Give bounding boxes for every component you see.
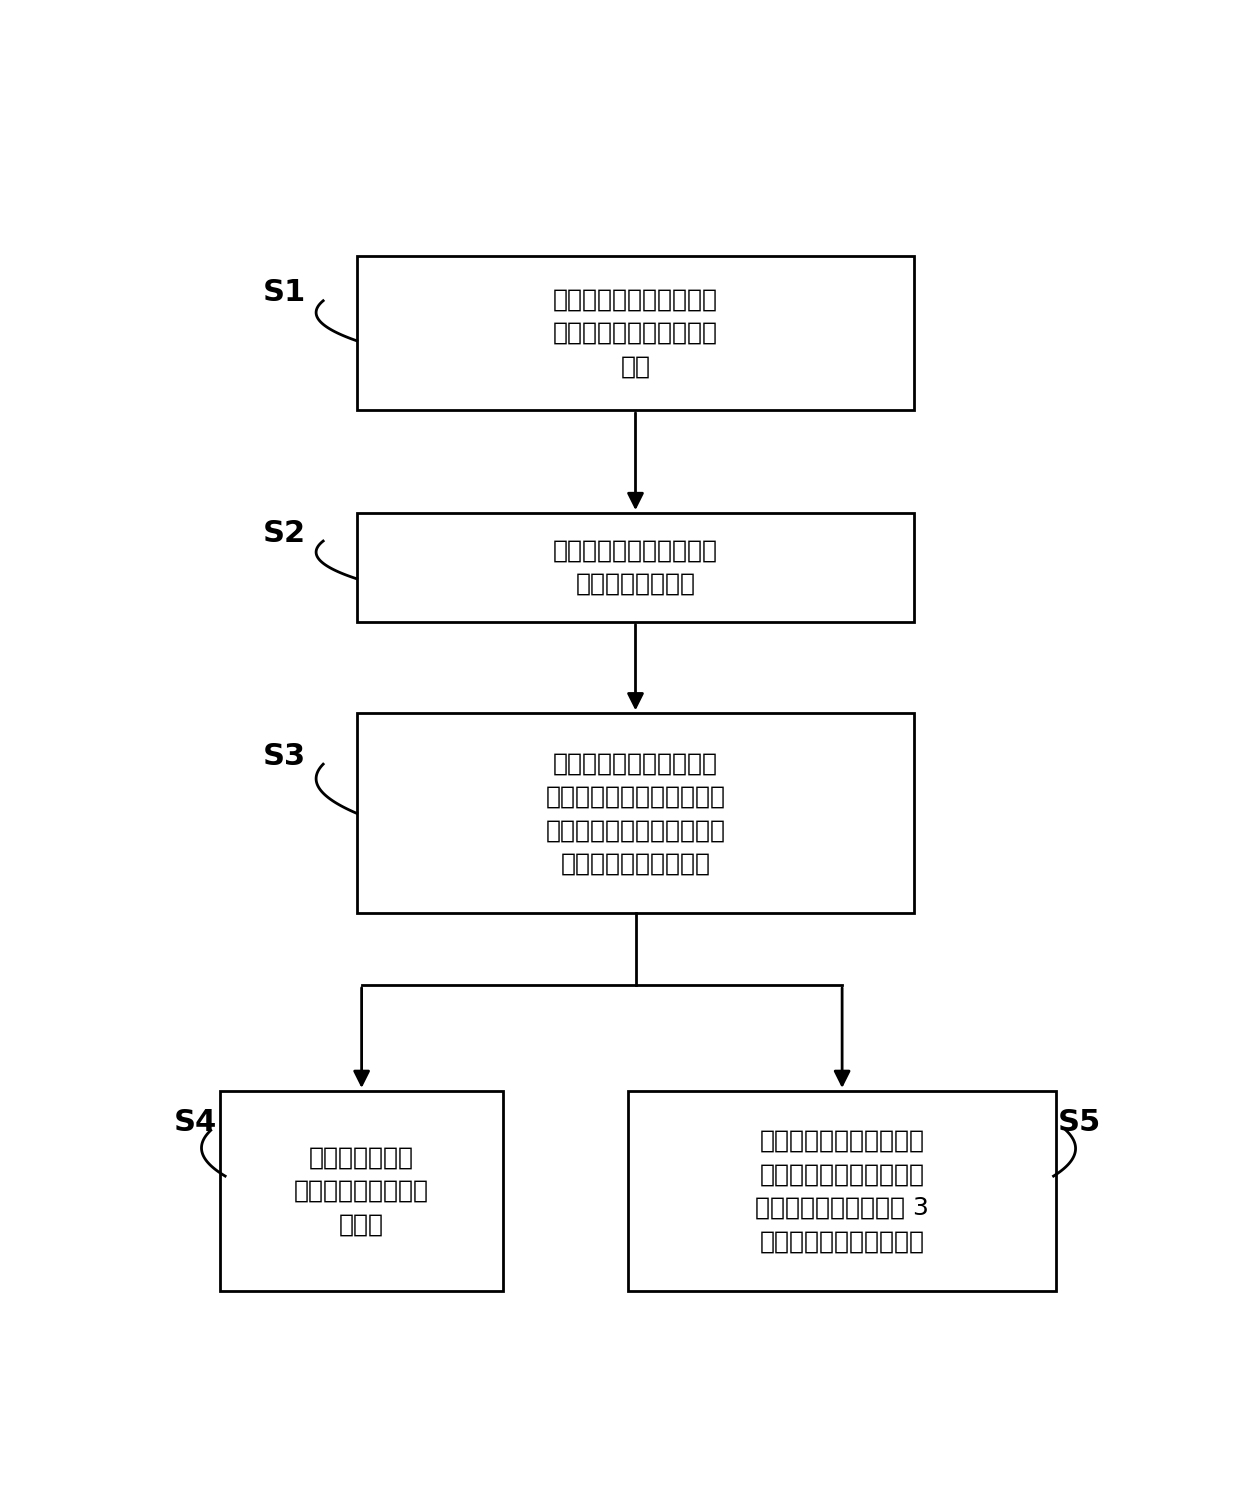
Text: S3: S3: [263, 742, 306, 771]
Text: 设定一个速度阈值对光流
计算结果进行分割: 设定一个速度阈值对光流 计算结果进行分割: [553, 538, 718, 596]
Text: 对以上结果进行连通域分
析。并利用面积特征进行筛
选以去除虚假目标，得到运
动车辆区域与形心坐标: 对以上结果进行连通域分 析。并利用面积特征进行筛 选以去除虚假目标，得到运 动车…: [546, 750, 725, 875]
Text: S4: S4: [174, 1107, 217, 1137]
Bar: [357, 513, 914, 621]
Text: S1: S1: [263, 278, 306, 308]
Text: 得到形心视差，将形心视
差与摄像机内外参数相结
合，将形心坐标转换为 3
维坐标。并进行车速计算: 得到形心视差，将形心视 差与摄像机内外参数相结 合，将形心坐标转换为 3 维坐标…: [755, 1129, 929, 1253]
Text: S5: S5: [1058, 1107, 1101, 1137]
Bar: [357, 256, 914, 410]
Text: 设定统计计数区
域，比较形心坐标，
并计数: 设定统计计数区 域，比较形心坐标， 并计数: [294, 1146, 429, 1236]
Bar: [219, 1091, 503, 1291]
Text: S2: S2: [263, 519, 306, 547]
Text: 对双目摄像机的做摄像头
获取的图像序列进行光流
计算: 对双目摄像机的做摄像头 获取的图像序列进行光流 计算: [553, 287, 718, 379]
Bar: [629, 1091, 1056, 1291]
Bar: [357, 713, 914, 914]
